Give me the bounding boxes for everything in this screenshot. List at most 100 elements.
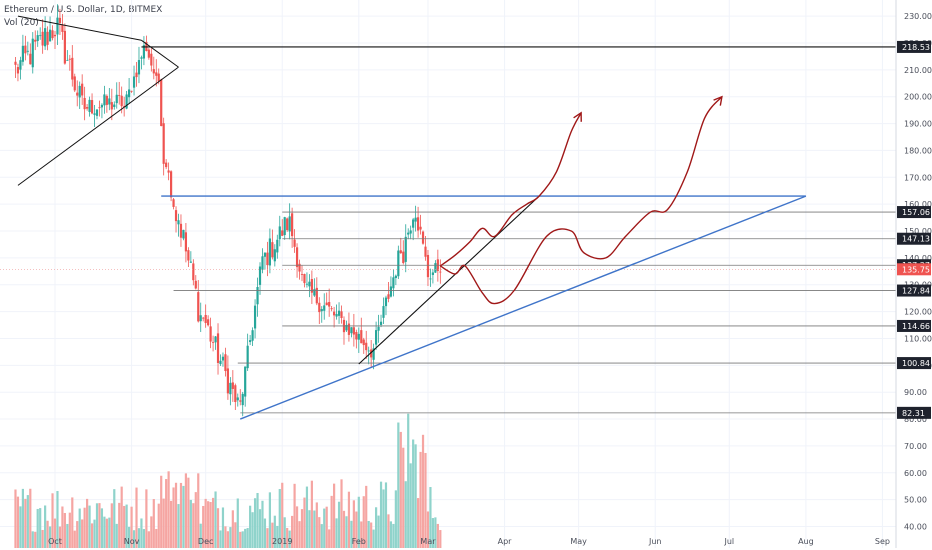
candle-body (192, 263, 195, 281)
candle-body (182, 229, 185, 239)
volume-bar (76, 521, 79, 548)
volume-bar (352, 500, 355, 548)
candle-body (95, 109, 99, 116)
volume-bar (429, 487, 432, 548)
volume-bar (436, 523, 439, 548)
candle-body (323, 305, 326, 311)
volume-bar (375, 507, 378, 548)
candle-body (367, 350, 370, 352)
candle-body (125, 94, 128, 109)
candle-body (229, 382, 232, 395)
candle-body (14, 61, 17, 65)
volume-bar (434, 517, 437, 548)
candle-body (204, 314, 207, 324)
candle-body (419, 226, 422, 230)
volume-bar (283, 517, 286, 548)
candle-body (370, 349, 373, 358)
volume-bar (244, 528, 247, 548)
candle-body (113, 104, 116, 108)
volume-bar (310, 480, 313, 548)
candle-body (281, 230, 284, 236)
triangle-line (17, 66, 179, 186)
time-tick-label: May (570, 537, 587, 546)
volume-bar (256, 493, 259, 548)
volume-bar (63, 512, 66, 548)
candle-body (355, 331, 358, 340)
price-axis[interactable]: 230.00220.00210.00200.00190.00180.00170.… (895, 0, 932, 550)
candle-body (90, 100, 94, 114)
volume-bar (48, 526, 52, 548)
candle-body (169, 171, 173, 198)
candle-body (81, 83, 84, 96)
volume-bar (78, 508, 81, 548)
volume-bar (24, 498, 27, 548)
candle-body (63, 30, 66, 64)
candle-body (68, 58, 71, 60)
volume-bar (231, 510, 234, 548)
volume-bar (416, 498, 420, 548)
volume-bar (300, 509, 304, 548)
time-tick-label: Jun (648, 537, 662, 546)
volume-bar (372, 529, 375, 548)
symbol-title: Ethereum / U.S. Dollar, 1D, BITMEX (4, 5, 163, 15)
candle-body (283, 217, 286, 236)
candle-body (128, 89, 131, 98)
volume-indicator-label: Vol (20) (4, 18, 39, 28)
volume-bar (431, 518, 435, 548)
volume-bar (88, 505, 91, 548)
volume-bar (362, 496, 365, 548)
volume-bar (268, 492, 271, 548)
candle-body (389, 286, 393, 297)
candle-body (424, 246, 427, 257)
candle-body (330, 308, 333, 310)
volume-bar (44, 505, 47, 548)
candle-body (372, 348, 375, 360)
volume-bar (179, 482, 183, 548)
volume-bar (253, 498, 257, 548)
projection-arrow-1-head (573, 111, 582, 122)
candle-body (202, 317, 205, 319)
candle-body (105, 95, 108, 105)
candle-body (216, 333, 220, 363)
candle-body (56, 17, 59, 35)
volume-bar (251, 512, 254, 548)
candle-body (48, 29, 52, 42)
volume-bar (165, 479, 168, 548)
volume-bar (197, 473, 200, 548)
candle-body (24, 45, 27, 54)
volume-bar (73, 530, 76, 548)
volume-bar (261, 500, 264, 548)
volume-bar (330, 495, 333, 548)
volume-bar (288, 530, 291, 548)
volume-bar (214, 491, 217, 548)
volume-bar (46, 520, 49, 548)
candle-body (150, 53, 153, 66)
volume-bar (26, 495, 29, 548)
price-level-lines (0, 46, 896, 414)
price-level-tag-label: 127.84 (902, 287, 930, 296)
candle-body (308, 281, 311, 287)
volume-bar (397, 422, 400, 548)
volume-bar (412, 439, 415, 548)
volume-bar (337, 501, 341, 548)
volume-bars (14, 413, 442, 548)
candle-body (135, 72, 138, 78)
volume-bar (211, 497, 215, 548)
volume-bar (105, 518, 108, 548)
candle-body (315, 287, 318, 304)
volume-bar (157, 503, 160, 548)
volume-bar (219, 530, 222, 548)
candle-body (197, 292, 200, 322)
candle-body (434, 263, 437, 273)
time-axis[interactable]: Oct Nov Dec 2019 Feb Mar Apr May Jun Jul Aug Sep (48, 537, 890, 546)
price-tick-label: 180.00 (904, 146, 932, 155)
price-tick-label: 190.00 (904, 120, 932, 129)
volume-bar (202, 505, 205, 548)
candle-body (360, 330, 363, 344)
price-level-tag-label: 218.53 (902, 43, 930, 52)
volume-bar (342, 510, 346, 548)
candle-body (34, 39, 37, 42)
volume-bar (271, 522, 274, 548)
volume-bar (189, 499, 192, 548)
